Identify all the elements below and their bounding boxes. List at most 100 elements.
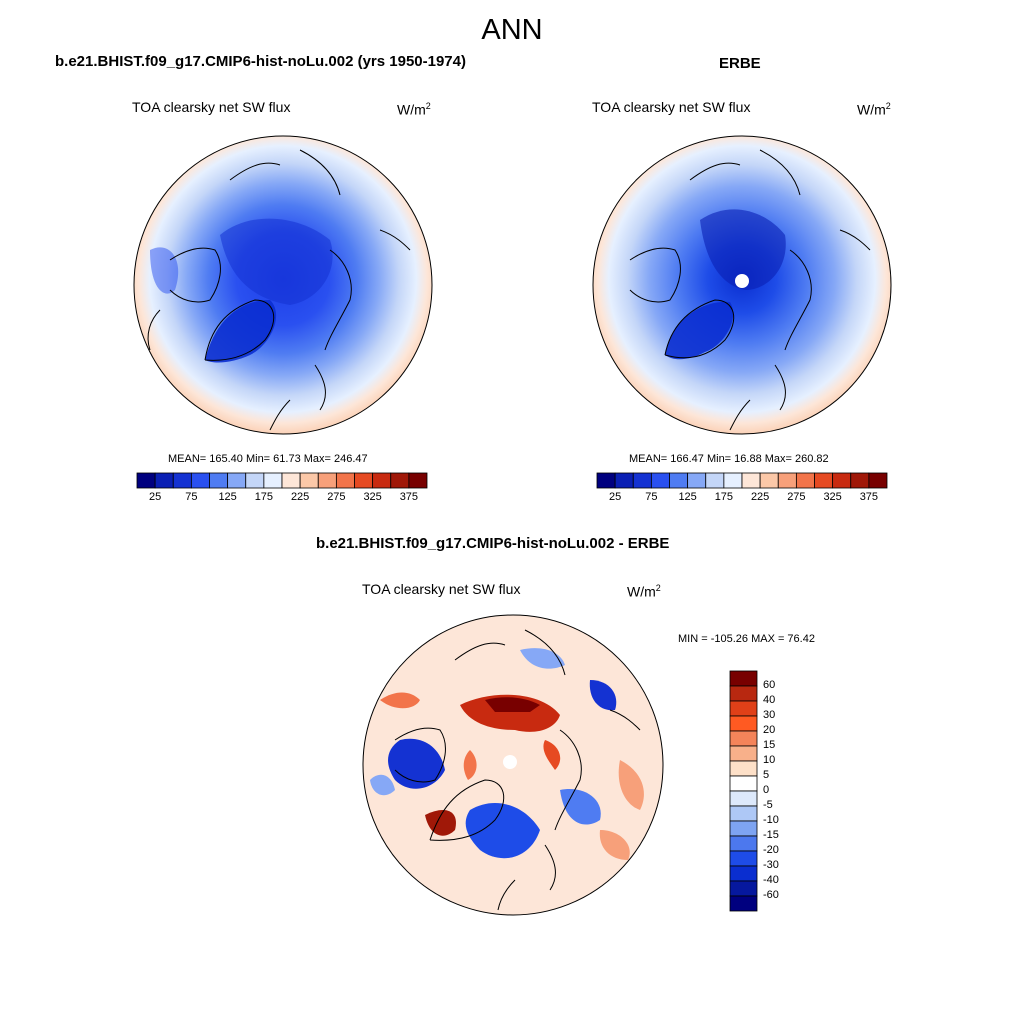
panel2-colorbar-swatch: [705, 472, 725, 489]
panel3-colorbar-tick-label: -10: [763, 814, 779, 826]
panel2-colorbar: [596, 472, 888, 489]
panel1-colorbar-swatch: [281, 472, 301, 489]
panel2-colorbar-tick-label: 325: [823, 491, 842, 503]
panel2-colorbar-swatch: [632, 472, 652, 489]
panel3-colorbar-tick-label: 60: [763, 679, 776, 691]
panel2-colorbar-swatch: [850, 472, 870, 489]
panel3-colorbar-tick-label: -40: [763, 874, 779, 886]
panel1-colorbar-tick-label: 75: [185, 491, 198, 503]
panel3-units: W/m2: [627, 583, 661, 600]
panel2-map: [592, 135, 892, 435]
panel2-stats: MEAN= 166.47 Min= 16.88 Max= 260.82: [629, 453, 829, 465]
panel1-colorbar-swatch: [390, 472, 410, 489]
panel2-colorbar-tick-label: 275: [787, 491, 806, 503]
panel3-colorbar-swatch: [729, 760, 758, 777]
panel3-colorbar-swatch: [729, 835, 758, 852]
panel3-colorbar-tick-label: 15: [763, 739, 776, 751]
panel1-colorbar: [136, 472, 428, 489]
panel2-colorbar-swatch: [614, 472, 634, 489]
panel3-stats: MIN = -105.26 MAX = 76.42: [678, 633, 815, 645]
panel2-colorbar-tick-label: 75: [645, 491, 658, 503]
panel3-colorbar-swatch: [729, 865, 758, 882]
panel2-colorbar-swatch: [723, 472, 743, 489]
panel1-variable-label: TOA clearsky net SW flux: [132, 99, 291, 115]
panel3-colorbar-tick-label: 40: [763, 694, 776, 706]
panel2-colorbar-swatch: [669, 472, 689, 489]
panel2-polar-gap: [735, 274, 749, 288]
panel1-colorbar-swatch: [245, 472, 265, 489]
panel1-colorbar-swatch: [317, 472, 337, 489]
panel1-colorbar-swatch: [263, 472, 283, 489]
panel3-colorbar-swatch: [729, 895, 758, 912]
panel3-colorbar-tick-label: -30: [763, 859, 779, 871]
panel2-colorbar-swatch: [759, 472, 779, 489]
panel2-colorbar-tick-label: 125: [678, 491, 697, 503]
panel3-map: [362, 614, 664, 916]
panel2-colorbar-swatch: [814, 472, 834, 489]
panel2-colorbar-swatch: [687, 472, 707, 489]
panel2-colorbar-swatch: [741, 472, 761, 489]
panel2-units: W/m2: [857, 101, 891, 118]
panel3-colorbar-tick-label: 0: [763, 784, 770, 796]
panel3-title: b.e21.BHIST.f09_g17.CMIP6-hist-noLu.002 …: [316, 535, 670, 552]
panel1-colorbar-swatch: [190, 472, 210, 489]
panel1-map: [133, 135, 433, 435]
panel1-colorbar-tick-label: 275: [327, 491, 346, 503]
panel3-colorbar-swatch: [729, 745, 758, 762]
panel3-colorbar-swatch: [729, 700, 758, 717]
panel3-colorbar-tick-label: 20: [763, 724, 776, 736]
panel3-colorbar-tick-label: 5: [763, 769, 770, 781]
panel1-colorbar-swatch: [372, 472, 392, 489]
panel1-colorbar-swatch: [354, 472, 374, 489]
panel3-colorbar-tick-label: 30: [763, 709, 776, 721]
panel3-variable-label: TOA clearsky net SW flux: [362, 581, 521, 597]
panel1-colorbar-swatch: [209, 472, 229, 489]
panel1-colorbar-swatch: [335, 472, 355, 489]
panel2-colorbar-swatch: [777, 472, 797, 489]
panel3-polar-gap: [503, 755, 517, 769]
panel1-colorbar-swatch: [136, 472, 156, 489]
panel3-colorbar: [729, 670, 758, 912]
panel1-colorbar-tick-label: 175: [254, 491, 274, 503]
panel3-colorbar-tick-label: -60: [763, 889, 779, 901]
panel1-colorbar-swatch: [154, 472, 174, 489]
panel1-colorbar-swatch: [227, 472, 247, 489]
panel1-colorbar-tick-label: 325: [363, 491, 382, 503]
panel3-colorbar-swatch: [729, 790, 758, 807]
panel2-colorbar-swatch: [650, 472, 670, 489]
panel3-colorbar-swatch: [729, 670, 758, 687]
panel3-colorbar-swatch: [729, 775, 758, 792]
panel1-colorbar-tick-label: 125: [218, 491, 237, 503]
panel1-colorbar-swatch: [408, 472, 428, 489]
panel1-title: b.e21.BHIST.f09_g17.CMIP6-hist-noLu.002 …: [55, 53, 466, 70]
panel3-colorbar-tick-label: -20: [763, 844, 779, 856]
panel2-variable-label: TOA clearsky net SW flux: [592, 99, 751, 115]
panel2-colorbar-tick-label: 375: [859, 491, 879, 503]
panel3-colorbar-tick-label: -5: [763, 799, 773, 811]
panel2-colorbar-swatch: [832, 472, 852, 489]
panel1-units: W/m2: [397, 101, 431, 118]
panel3-colorbar-swatch: [729, 685, 758, 702]
panel3-colorbar-swatch: [729, 715, 758, 732]
panel3-colorbar-swatch: [729, 850, 758, 867]
panel3-colorbar-swatch: [729, 805, 758, 822]
panel3-colorbar-tick-label: -15: [763, 829, 779, 841]
panel2-colorbar-swatch: [596, 472, 616, 489]
figure-title: ANN: [481, 14, 543, 46]
panel2-title: ERBE: [719, 55, 761, 72]
panel1-colorbar-tick-label: 25: [149, 491, 162, 503]
panel1-colorbar-swatch: [172, 472, 192, 489]
panel2-colorbar-swatch: [868, 472, 888, 489]
panel3-colorbar-tick-label: 10: [763, 754, 776, 766]
panel2-colorbar-tick-label: 25: [609, 491, 622, 503]
panel2-colorbar-swatch: [795, 472, 815, 489]
panel3-colorbar-swatch: [729, 730, 758, 747]
panel3-colorbar-swatch: [729, 880, 758, 897]
panel2-colorbar-tick-label: 225: [750, 491, 770, 503]
panel3-colorbar-swatch: [729, 820, 758, 837]
panel1-colorbar-tick-label: 375: [399, 491, 419, 503]
panel1-colorbar-swatch: [299, 472, 319, 489]
panel1-stats: MEAN= 165.40 Min= 61.73 Max= 246.47: [168, 453, 368, 465]
panel1-colorbar-tick-label: 225: [290, 491, 310, 503]
